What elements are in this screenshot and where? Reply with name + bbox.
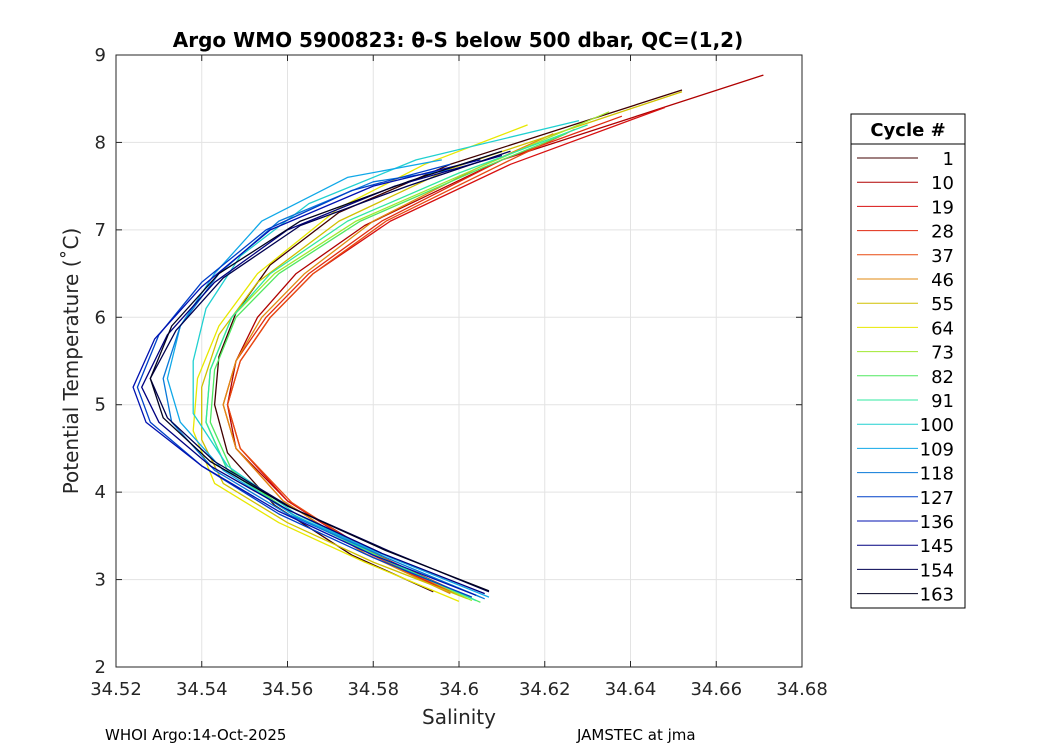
legend-label: 136 <box>920 512 954 533</box>
series-line-cycle-127 <box>136 163 473 598</box>
legend-label: 145 <box>920 536 954 557</box>
legend-label: 37 <box>931 246 954 267</box>
series-line-cycle-145 <box>141 154 503 595</box>
legend-label: 10 <box>931 173 954 194</box>
y-axis-label: Potential Temperature (˚C) <box>59 228 83 495</box>
series-line-cycle-55 <box>201 91 683 600</box>
legend-label: 19 <box>931 197 954 218</box>
legend: Cycle # 1 10 19 28 37 46 55 64 73 82 91 100 109 118 12… <box>850 113 966 609</box>
footer-left: WHOI Argo:14-Oct-2025 <box>105 726 287 744</box>
legend-title: Cycle # <box>870 120 945 141</box>
legend-label: 127 <box>920 488 954 509</box>
series-line-cycle-100 <box>192 119 580 598</box>
legend-label: 154 <box>920 560 954 581</box>
series-lines <box>132 74 764 603</box>
legend-label: 100 <box>920 415 954 436</box>
y-tick-label: 9 <box>95 45 106 66</box>
legend-label: 55 <box>931 294 954 315</box>
y-tick-label: 5 <box>95 395 106 416</box>
y-tick-label: 2 <box>95 657 106 678</box>
legend-label: 163 <box>920 585 954 606</box>
legend-label: 46 <box>931 270 954 291</box>
legend-label: 118 <box>920 464 954 485</box>
x-tick-label: 34.66 <box>690 679 742 700</box>
axis-ticks: 34.52 34.54 34.56 34.58 34.6 34.62 34.64 34.66 3… <box>90 45 828 700</box>
legend-label: 73 <box>931 343 954 364</box>
legend-label: 91 <box>931 391 954 412</box>
y-tick-label: 3 <box>95 570 106 591</box>
chart-title: Argo WMO 5900823: θ-S below 500 dbar, QC… <box>173 28 743 52</box>
x-axis-label: Salinity <box>422 705 496 729</box>
legend-label: 1 <box>943 149 954 170</box>
series-line-cycle-46 <box>222 133 554 595</box>
y-tick-label: 6 <box>95 307 106 328</box>
x-tick-label: 34.56 <box>262 679 314 700</box>
x-tick-label: 34.62 <box>519 679 571 700</box>
series-line-cycle-109 <box>166 159 490 598</box>
legend-box <box>850 113 966 609</box>
y-tick-label: 4 <box>95 482 106 503</box>
legend-label: 109 <box>920 439 954 460</box>
x-tick-label: 34.6 <box>439 679 479 700</box>
footer-right: JAMSTEC at jma <box>577 726 696 744</box>
legend-label: 82 <box>931 367 954 388</box>
series-line-cycle-64 <box>192 124 528 602</box>
legend-label: 64 <box>931 318 954 339</box>
legend-label: 28 <box>931 222 954 243</box>
series-line-cycle-136 <box>132 159 481 596</box>
x-tick-label: 34.52 <box>90 679 142 700</box>
y-tick-label: 7 <box>95 220 106 241</box>
x-tick-label: 34.64 <box>605 679 657 700</box>
series-line-cycle-163 <box>149 150 503 592</box>
x-tick-label: 34.68 <box>776 679 828 700</box>
x-tick-label: 34.58 <box>347 679 399 700</box>
x-tick-label: 34.54 <box>176 679 228 700</box>
series-line-cycle-118 <box>162 168 485 600</box>
y-tick-label: 8 <box>95 132 106 153</box>
